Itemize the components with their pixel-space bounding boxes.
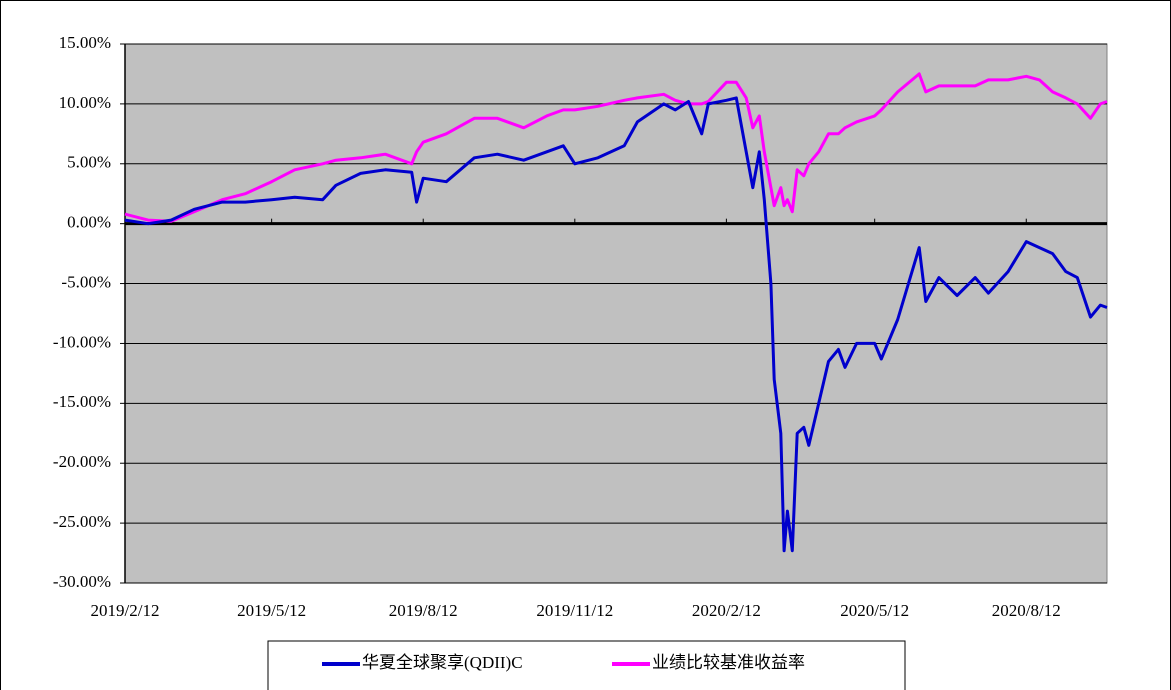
y-tick-label: -5.00% <box>61 272 111 291</box>
y-tick-label: -10.00% <box>53 332 111 351</box>
y-tick-label: 10.00% <box>59 93 111 112</box>
y-tick-label: 0.00% <box>67 213 111 232</box>
x-tick-label: 2019/5/12 <box>237 601 306 620</box>
series-line <box>124 96 1108 553</box>
x-tick-label: 2019/2/12 <box>91 601 160 620</box>
y-tick-label: 5.00% <box>67 153 111 172</box>
y-tick-label: -30.00% <box>53 572 111 591</box>
y-tick-label: -15.00% <box>53 392 111 411</box>
series-line <box>124 72 1108 223</box>
y-tick-label: -20.00% <box>53 452 111 471</box>
y-tick-label: -25.00% <box>53 512 111 531</box>
x-tick-label: 2020/2/12 <box>692 601 761 620</box>
x-tick-label: 2020/5/12 <box>840 601 909 620</box>
legend-box <box>267 640 906 690</box>
legend-label: 华夏全球聚享(QDII)C <box>362 653 523 672</box>
plot-area <box>124 43 1108 584</box>
x-tick-label: 2020/8/12 <box>992 601 1061 620</box>
x-tick-label: 2019/8/12 <box>389 601 458 620</box>
legend-label: 业绩比较基准收益率 <box>652 653 805 672</box>
x-tick-label: 2019/11/12 <box>536 601 613 620</box>
y-tick-label: 15.00% <box>59 33 111 52</box>
